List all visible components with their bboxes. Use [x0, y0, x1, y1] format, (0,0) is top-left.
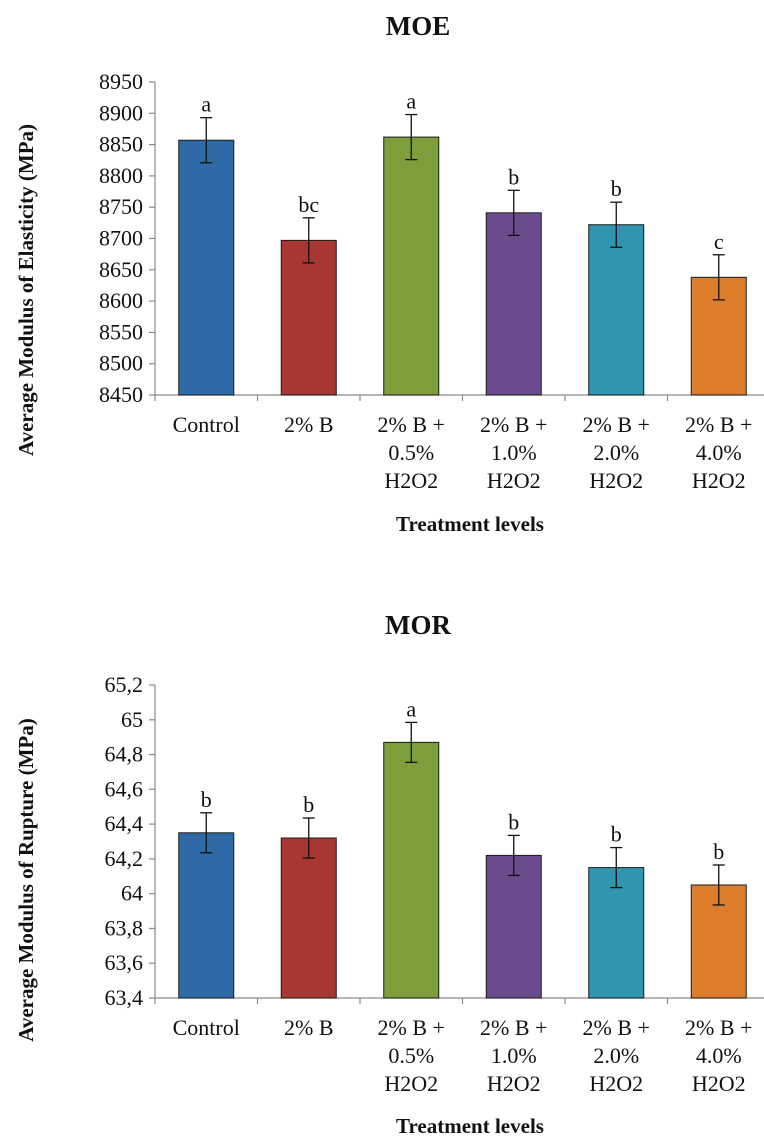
y-tick-label: 63,6 [105, 950, 144, 975]
y-axis-label: Average Modulus of Elasticity (MPa) [14, 124, 38, 456]
y-tick-label: 8700 [99, 226, 143, 251]
significance-label: b [611, 822, 622, 847]
x-tick-label: 2% B [284, 1015, 334, 1040]
y-tick-label: 8950 [99, 69, 143, 94]
y-tick-label: 8450 [99, 382, 143, 407]
significance-label: c [714, 229, 724, 254]
bar [588, 867, 645, 999]
significance-label: bc [298, 192, 319, 217]
y-tick-label: 65 [121, 707, 143, 732]
x-tick-label: H2O2 [384, 1071, 438, 1096]
significance-label: b [201, 787, 212, 812]
x-tick-label: 2% B + [378, 1015, 445, 1040]
x-tick-label: 2.0% [593, 440, 639, 465]
bar [383, 136, 440, 396]
y-tick-label: 64,2 [105, 846, 144, 871]
y-tick-label: 8900 [99, 100, 143, 125]
y-tick-label: 8550 [99, 319, 143, 344]
y-axis-label: Average Modulus of Rupture (MPa) [14, 718, 38, 1042]
x-axis-label: Treatment levels [396, 1114, 544, 1138]
x-tick-label: 2% B + [583, 412, 650, 437]
x-tick-label: H2O2 [487, 1071, 541, 1096]
y-tick-label: 8750 [99, 194, 143, 219]
bar [588, 224, 645, 396]
x-tick-label: 0.5% [388, 1043, 434, 1068]
y-tick-label: 8800 [99, 163, 143, 188]
x-tick-label: 4.0% [696, 1043, 742, 1068]
x-tick-label: 2% B + [685, 412, 752, 437]
bar [485, 212, 542, 396]
significance-label: a [406, 696, 416, 721]
bar [383, 741, 440, 999]
bar [280, 239, 337, 396]
y-tick-label: 65,2 [105, 672, 144, 697]
y-tick-label: 63,8 [105, 915, 144, 940]
significance-label: b [508, 809, 519, 834]
chart-title: MOR [385, 610, 451, 640]
y-tick-label: 8500 [99, 351, 143, 376]
x-tick-label: 1.0% [491, 440, 537, 465]
y-tick-label: 8850 [99, 132, 143, 157]
x-tick-label: 1.0% [491, 1043, 537, 1068]
x-tick-label: 2% B + [378, 412, 445, 437]
x-tick-label: 0.5% [388, 440, 434, 465]
y-tick-label: 64,8 [105, 742, 144, 767]
x-tick-label: H2O2 [589, 468, 643, 493]
bar [280, 837, 337, 999]
significance-label: b [508, 164, 519, 189]
significance-label: a [406, 89, 416, 114]
x-tick-label: 2% B + [583, 1015, 650, 1040]
bar [178, 832, 235, 999]
chart-title: MOE [386, 11, 451, 41]
x-tick-label: H2O2 [589, 1071, 643, 1096]
x-tick-label: 2% B + [685, 1015, 752, 1040]
chart-moe: MOE 8450 8500 8550 8600 8650 8700 8750 8800 8850 8… [14, 11, 764, 536]
x-axis-label: Treatment levels [396, 512, 544, 536]
x-tick-label: H2O2 [692, 1071, 746, 1096]
x-tick-label: 2% B [284, 412, 334, 437]
x-tick-label: H2O2 [692, 468, 746, 493]
bar [178, 139, 235, 396]
x-tick-label: 4.0% [696, 440, 742, 465]
significance-label: b [713, 839, 724, 864]
y-tick-label: 63,4 [105, 985, 144, 1010]
x-tick-label: H2O2 [487, 468, 541, 493]
y-tick-label: 64,4 [105, 811, 144, 836]
x-tick-label: Control [173, 1015, 240, 1040]
x-tick-label: 2% B + [480, 1015, 547, 1040]
significance-label: b [611, 176, 622, 201]
chart-mor: MOR 63,4 63,6 63,8 64 64,2 64,4 64,6 64,8 65 65,2 b… [14, 610, 764, 1138]
y-tick-label: 64,6 [105, 776, 144, 801]
y-tick-label: 64 [121, 881, 143, 906]
bar [485, 854, 542, 999]
x-tick-label: 2.0% [593, 1043, 639, 1068]
x-tick-label: 2% B + [480, 412, 547, 437]
y-tick-label: 8600 [99, 288, 143, 313]
significance-label: b [303, 792, 314, 817]
significance-label: a [201, 92, 211, 117]
x-tick-label: Control [173, 412, 240, 437]
x-tick-label: H2O2 [384, 468, 438, 493]
y-tick-label: 8650 [99, 257, 143, 282]
